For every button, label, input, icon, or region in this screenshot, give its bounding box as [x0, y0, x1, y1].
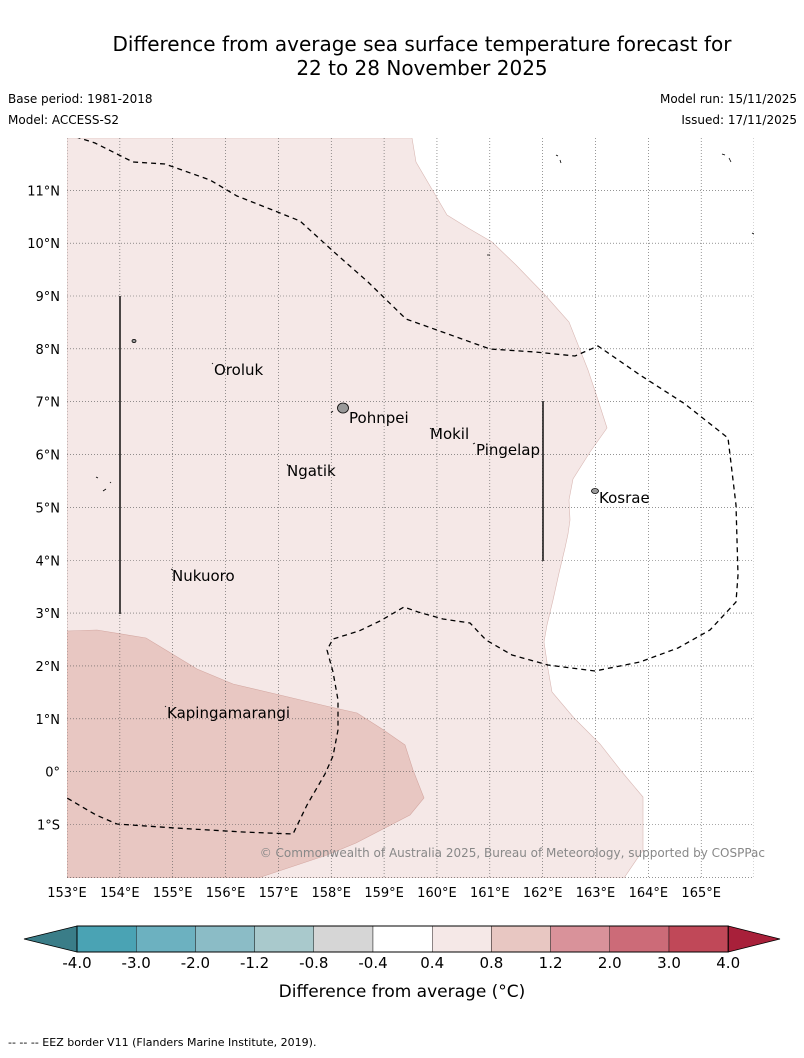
place-label: Pingelap	[476, 441, 540, 459]
copyright-credit: © Commonwealth of Australia 2025, Bureau…	[260, 846, 765, 860]
place-label: Mokil	[430, 425, 469, 443]
lon-tick-label: 155°E	[153, 886, 193, 901]
colorbar-tick-label: 1.2	[539, 954, 563, 972]
colorbar-segment	[135, 925, 196, 953]
colorbar-segment	[372, 925, 433, 953]
colorbar-tick-label: 3.0	[657, 954, 681, 972]
colorbar-tick-label: 0.4	[420, 954, 444, 972]
lat-tick-label: 5°N	[36, 501, 61, 516]
lon-tick-label: 153°E	[47, 886, 87, 901]
islands	[95, 153, 754, 708]
colorbar-segment	[668, 925, 729, 953]
colorbar-segment	[76, 925, 137, 953]
issued-date: Issued: 17/11/2025	[681, 113, 797, 127]
place-label: Oroluk	[214, 361, 263, 379]
lon-tick-label: 162°E	[523, 886, 563, 901]
island-pohnpei	[337, 402, 349, 414]
colorbar-tick-label: -4.0	[62, 954, 91, 972]
colorbar-segment	[254, 925, 315, 953]
lat-tick-label: 6°N	[36, 449, 61, 464]
base-period: Base period: 1981-2018	[8, 92, 153, 106]
model-name: Model: ACCESS-S2	[8, 113, 120, 127]
map-title: Difference from average sea surface temp…	[40, 32, 804, 80]
colorbar	[23, 925, 781, 953]
colorbar-tick-label: -0.8	[299, 954, 328, 972]
lat-tick-label: 9°N	[36, 290, 61, 305]
island-kosrae	[591, 488, 599, 494]
anomaly-region-dark	[67, 629, 425, 878]
island-marks	[95, 153, 754, 708]
colorbar-segment	[491, 925, 551, 953]
place-label: Ngatik	[287, 462, 336, 480]
colorbar-tick-label: -3.0	[122, 954, 151, 972]
model-run: Model run: 15/11/2025	[659, 92, 797, 106]
lon-tick-label: 165°E	[681, 886, 721, 901]
colorbar-segment	[432, 925, 492, 953]
lat-tick-label: 0°	[45, 766, 60, 781]
lat-tick-label: 8°N	[36, 343, 61, 358]
lat-tick-label: 11°N	[27, 184, 60, 199]
colorbar-segment	[609, 925, 670, 953]
lon-tick-label: 160°E	[417, 886, 457, 901]
colorbar-segment	[195, 925, 255, 953]
lat-tick-label: 3°N	[36, 607, 61, 622]
lon-tick-label: 158°E	[311, 886, 351, 901]
lat-tick-label: 7°N	[36, 396, 61, 411]
place-label: Kapingamarangi	[167, 704, 290, 722]
lat-tick-label: 10°N	[27, 237, 60, 252]
lon-tick-label: 164°E	[629, 886, 669, 901]
colorbar-label: Difference from average (°C)	[279, 982, 526, 1002]
colorbar-under-arrow	[23, 925, 78, 953]
colorbar-segment	[313, 925, 374, 953]
colorbar-tick-label: -1.2	[240, 954, 269, 972]
place-label: Pohnpei	[349, 409, 409, 427]
lon-tick-label: 161°E	[470, 886, 510, 901]
lat-tick-label: 4°N	[36, 554, 61, 569]
island-near-8n	[131, 338, 137, 343]
lon-tick-label: 159°E	[364, 886, 404, 901]
colorbar-tick-label: 0.8	[479, 954, 503, 972]
lon-tick-label: 163°E	[576, 886, 616, 901]
lat-tick-label: 1°S	[37, 819, 60, 834]
lat-tick-label: 2°N	[36, 660, 61, 675]
lon-tick-label: 157°E	[259, 886, 299, 901]
colorbar-tick-label: -2.0	[181, 954, 210, 972]
colorbar-tick-label: -0.4	[358, 954, 387, 972]
colorbar-over-arrow	[727, 925, 781, 953]
colorbar-tick-label: 2.0	[598, 954, 622, 972]
title-line-1: Difference from average sea surface temp…	[112, 32, 732, 56]
place-label: Kosrae	[599, 489, 650, 507]
title-line-2: 22 to 28 November 2025	[296, 56, 548, 80]
lon-tick-label: 154°E	[100, 886, 140, 901]
eez-footnote: -- -- -- EEZ border V11 (Flanders Marine…	[8, 1036, 317, 1049]
colorbar-segment	[550, 925, 610, 953]
place-label: Nukuoro	[172, 567, 235, 585]
colorbar-tick-label: 4.0	[716, 954, 740, 972]
lon-tick-label: 156°E	[206, 886, 246, 901]
lat-tick-label: 1°N	[36, 713, 61, 728]
